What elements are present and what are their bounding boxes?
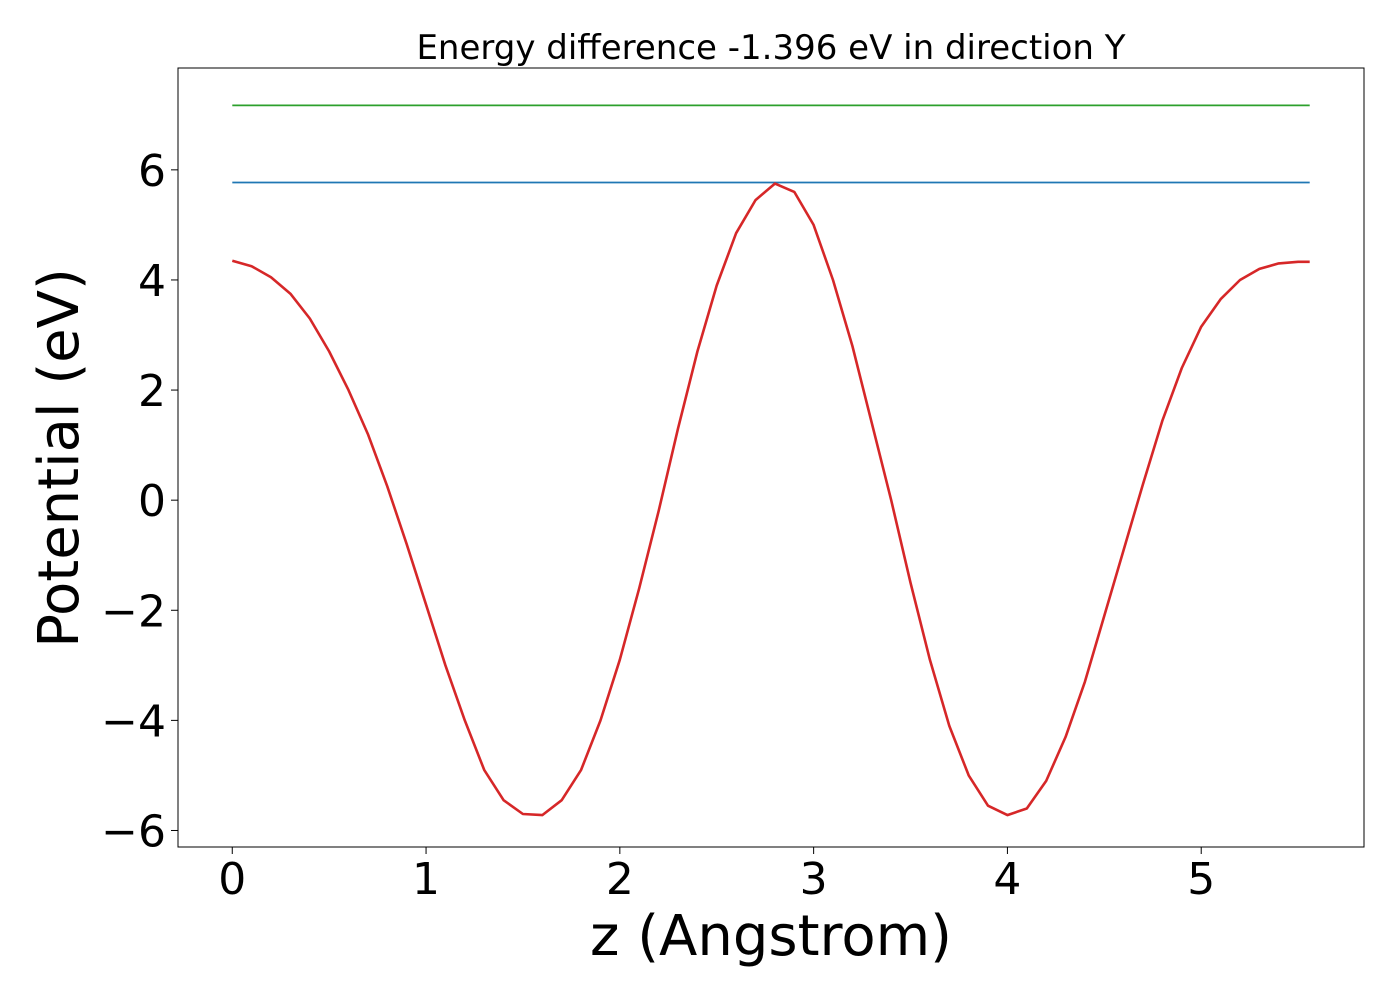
y-tick-label: 4: [138, 256, 166, 307]
plot-area: [231, 104, 1310, 817]
y-tick-label: −4: [101, 696, 166, 747]
x-tick-label: 3: [800, 854, 828, 905]
y-axis: −6 −4 −2 0 2 4 6: [101, 146, 178, 857]
x-tick-label: 5: [1187, 854, 1215, 905]
x-axis-label: z (Angstrom): [590, 904, 952, 969]
y-tick-label: 2: [138, 366, 166, 417]
x-tick-label: 2: [606, 854, 634, 905]
plot-frame: [177, 67, 1365, 848]
y-tick-label: 6: [138, 146, 166, 197]
series-line-3: [231, 182, 1310, 817]
y-tick-label: −2: [101, 586, 166, 637]
x-tick-label: 1: [412, 854, 440, 905]
chart-title: Energy difference -1.396 eV in direction…: [416, 28, 1125, 68]
x-tick-label: 4: [993, 854, 1021, 905]
x-axis: 0 1 2 3 4 5: [218, 847, 1215, 905]
y-tick-label: −6: [101, 806, 166, 857]
y-axis-label: Potential (eV): [27, 268, 92, 648]
y-tick-label: 0: [138, 476, 166, 527]
x-tick-label: 0: [218, 854, 246, 905]
